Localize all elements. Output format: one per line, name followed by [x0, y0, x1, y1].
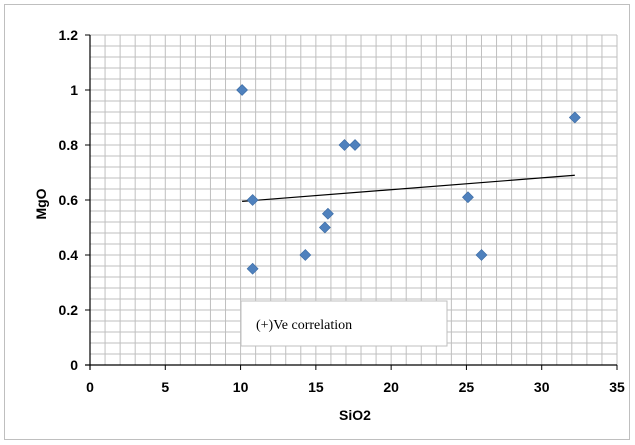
scatter-chart: 0 5 10 15 20 25 30 35 0 0.2 0.4 0.6 0.8 1 1.2 (+)Ve co…: [33, 27, 625, 423]
y-axis-title: MgO: [33, 188, 49, 219]
tick-labels: 0 5 10 15 20 25 30 35 0 0.2 0.4 0.6 0.8 1 1.2: [59, 27, 625, 395]
x-tick-label: 15: [308, 379, 324, 395]
x-tick-label: 5: [161, 379, 169, 395]
x-tick-label: 10: [233, 379, 249, 395]
x-tick-label: 35: [609, 379, 625, 395]
y-tick-label: 0.4: [59, 247, 79, 263]
data-point: [299, 249, 312, 261]
annotation-text: (+)Ve correlation: [256, 318, 352, 333]
y-tick-label: 1: [70, 82, 78, 98]
data-point: [349, 139, 361, 151]
x-tick-label: 0: [86, 379, 94, 395]
correlation-annotation: (+)Ve correlation: [240, 300, 448, 347]
x-tick-label: 20: [383, 379, 399, 395]
chart-frame: 0 5 10 15 20 25 30 35 0 0.2 0.4 0.6 0.8 1 1.2 (+)Ve co…: [4, 4, 630, 440]
data-point: [318, 221, 331, 234]
y-tick-label: 1.2: [59, 27, 79, 43]
x-axis-title: SiO2: [339, 407, 371, 423]
y-tick-label: 0: [70, 357, 78, 373]
data-points: [236, 84, 581, 275]
data-point: [338, 139, 351, 151]
data-point: [246, 194, 259, 206]
data-point: [321, 207, 334, 220]
data-point: [475, 249, 488, 261]
x-tick-label: 25: [459, 379, 475, 395]
trendline-layer: [242, 174, 575, 202]
annotation-box: [240, 300, 448, 347]
data-point: [246, 262, 259, 275]
trendline: [242, 174, 575, 202]
y-tick-label: 0.2: [59, 302, 79, 318]
y-tick-label: 0.8: [59, 137, 79, 153]
data-point: [568, 111, 581, 124]
y-tick-label: 0.6: [59, 192, 79, 208]
data-point: [462, 191, 474, 204]
data-point: [236, 84, 249, 96]
x-tick-label: 30: [534, 379, 550, 395]
axis-layer: [85, 34, 618, 370]
